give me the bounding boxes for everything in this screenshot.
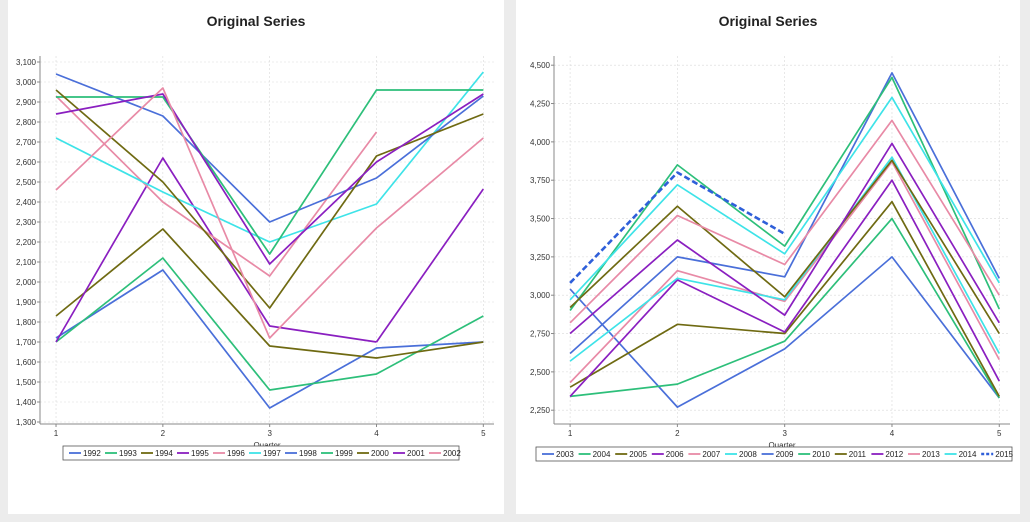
legend <box>535 446 1013 462</box>
series-line-2001 <box>55 93 484 265</box>
legend-label-2009: 2009 <box>776 450 794 459</box>
y-tick-label: 3,750 <box>530 176 551 185</box>
chart-svg: Original Series 1,300 1,400 1,500 1,600 1,700… <box>16 13 494 461</box>
series-line-2004 <box>569 217 1001 399</box>
legend-label-2010: 2010 <box>812 450 830 459</box>
series-line-2003 <box>569 256 1000 408</box>
x-tick-label: 3 <box>267 429 272 438</box>
y-tick-label: 4,000 <box>530 138 551 147</box>
series-line-2012 <box>569 142 1001 335</box>
y-tick-label: 2,800 <box>16 118 37 127</box>
series-line-1996 <box>55 95 378 277</box>
y-tick-label: 3,500 <box>530 215 551 224</box>
series-line-2007 <box>569 160 1001 384</box>
y-tick-label: 1,600 <box>16 358 37 367</box>
series-line-2002 <box>55 87 484 339</box>
y-tick-label: 1,300 <box>16 418 37 427</box>
legend-label-2002: 2002 <box>443 449 461 458</box>
x-tick-label: 2 <box>675 429 680 438</box>
x-tick-label: 3 <box>782 429 787 438</box>
y-tick-label: 2,300 <box>16 218 37 227</box>
chart-svg: Original Series 2,250 2,500 2,750 3,000 3,250… <box>530 13 1014 462</box>
series-line-2005 <box>569 200 1001 397</box>
y-tick-label: 2,500 <box>530 368 551 377</box>
series-line-2015 <box>569 171 786 284</box>
chart-panel-left: Original Series 1,300 1,400 1,500 1,600 1,700… <box>8 0 504 514</box>
legend-label-2003: 2003 <box>556 450 574 459</box>
legend-label-1994: 1994 <box>155 449 173 458</box>
series-line-1993 <box>55 257 484 391</box>
x-axis-label: Quarter <box>768 441 795 450</box>
legend-label-1998: 1998 <box>299 449 317 458</box>
legend-label-2000: 2000 <box>371 449 389 458</box>
series-line-1995-segment <box>375 188 485 343</box>
x-tick-label: 1 <box>54 429 59 438</box>
y-tick-label: 2,000 <box>16 278 37 287</box>
series-line-2000 <box>55 89 484 309</box>
x-tick-label: 2 <box>161 429 166 438</box>
y-tick-label: 1,800 <box>16 318 37 327</box>
series-line-2009 <box>569 72 1001 355</box>
series-line-2006 <box>569 179 1001 397</box>
y-tick-label: 4,250 <box>530 100 551 109</box>
legend-label-1995: 1995 <box>191 449 209 458</box>
y-tick-label: 2,400 <box>16 198 37 207</box>
x-tick-label: 4 <box>890 429 895 438</box>
series-line-1992 <box>55 269 484 409</box>
series-line-1998 <box>55 73 484 223</box>
legend-label-2015: 2015 <box>995 450 1013 459</box>
y-tick-label: 1,500 <box>16 378 37 387</box>
series-line-2008 <box>569 156 1001 362</box>
legend-label-2001: 2001 <box>407 449 425 458</box>
chart-panel-right: Original Series 2,250 2,500 2,750 3,000 3,250… <box>516 0 1020 514</box>
y-tick-label: 3,000 <box>530 291 551 300</box>
x-tick-label: 1 <box>568 429 573 438</box>
x-tick-label: 4 <box>374 429 379 438</box>
legend-label-1999: 1999 <box>335 449 353 458</box>
y-tick-label: 2,500 <box>16 178 37 187</box>
y-tick-label: 1,400 <box>16 398 37 407</box>
legend-label-2004: 2004 <box>593 450 611 459</box>
series-line-2011 <box>569 159 1000 334</box>
legend-label-1993: 1993 <box>119 449 137 458</box>
legend-label-2014: 2014 <box>959 450 977 459</box>
series-line-1995 <box>55 157 377 343</box>
chart-title: Original Series <box>719 13 818 29</box>
series-line-1997 <box>55 71 484 243</box>
legend-label-2011: 2011 <box>849 450 867 459</box>
legend-label-2006: 2006 <box>666 450 684 459</box>
legend-label-2005: 2005 <box>629 450 647 459</box>
legend-label-2008: 2008 <box>739 450 757 459</box>
y-tick-label: 1,900 <box>16 298 37 307</box>
x-tick-label: 5 <box>997 429 1002 438</box>
y-tick-label: 3,000 <box>16 78 37 87</box>
y-tick-label: 2,250 <box>530 406 551 415</box>
legend-label-2013: 2013 <box>922 450 940 459</box>
y-tick-label: 2,100 <box>16 258 37 267</box>
x-axis-label: Quarter <box>253 441 280 450</box>
y-tick-label: 2,600 <box>16 158 37 167</box>
y-tick-label: 2,700 <box>16 138 37 147</box>
y-tick-label: 2,900 <box>16 98 37 107</box>
series-line-1994 <box>55 228 484 359</box>
y-tick-label: 3,100 <box>16 58 37 67</box>
x-tick-label: 5 <box>481 429 486 438</box>
legend-label-1997: 1997 <box>263 449 281 458</box>
y-tick-label: 1,700 <box>16 338 37 347</box>
series-line-2013 <box>569 119 1000 324</box>
series-line-2014 <box>569 96 1001 301</box>
legend-label-2007: 2007 <box>702 450 720 459</box>
legend-label-1996: 1996 <box>227 449 245 458</box>
y-tick-label: 3,250 <box>530 253 551 262</box>
y-tick-label: 2,200 <box>16 238 37 247</box>
chart-title: Original Series <box>207 13 306 29</box>
legend-label-2012: 2012 <box>885 450 903 459</box>
y-tick-label: 2,750 <box>530 330 551 339</box>
series-line-2010 <box>569 76 1001 312</box>
series-line-1999 <box>56 89 484 255</box>
y-tick-label: 4,500 <box>530 61 551 70</box>
legend-label-1992: 1992 <box>83 449 101 458</box>
